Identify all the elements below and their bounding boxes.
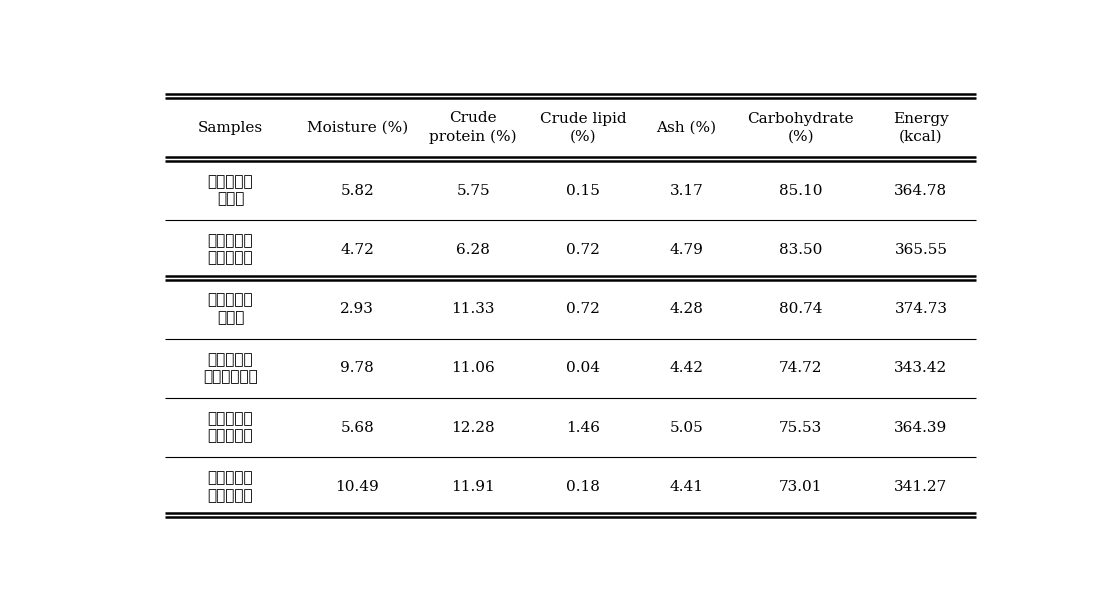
- Text: 374.73: 374.73: [895, 302, 947, 316]
- Text: 80.74: 80.74: [779, 302, 823, 316]
- Text: 364.39: 364.39: [895, 421, 947, 434]
- Text: 4.79: 4.79: [670, 243, 703, 257]
- Text: Moisture (%): Moisture (%): [306, 121, 407, 135]
- Text: 0.72: 0.72: [567, 243, 600, 257]
- Text: 341.27: 341.27: [895, 480, 947, 494]
- Text: 75.53: 75.53: [779, 421, 823, 434]
- Text: 0.04: 0.04: [567, 362, 600, 375]
- Text: 74.72: 74.72: [779, 362, 823, 375]
- Text: 3.17: 3.17: [670, 184, 703, 198]
- Text: 혼합농산물
자연발효구: 혼합농산물 자연발효구: [208, 471, 254, 502]
- Text: Samples: Samples: [198, 121, 263, 135]
- Text: 0.72: 0.72: [567, 302, 600, 316]
- Text: 12.28: 12.28: [452, 421, 495, 434]
- Text: Crude
protein (%): Crude protein (%): [430, 111, 518, 144]
- Text: 365.55: 365.55: [895, 243, 947, 257]
- Text: 0.15: 0.15: [567, 184, 600, 198]
- Text: 감귤착즙박
대조구: 감귤착즙박 대조구: [208, 175, 254, 206]
- Text: 혼합농산물
버섯발효구: 혼합농산물 버섯발효구: [208, 412, 254, 443]
- Text: 11.06: 11.06: [452, 362, 495, 375]
- Text: 5.68: 5.68: [341, 421, 374, 434]
- Text: 73.01: 73.01: [779, 480, 823, 494]
- Text: 5.75: 5.75: [456, 184, 490, 198]
- Text: 364.78: 364.78: [895, 184, 947, 198]
- Text: Carbohydrate
(%): Carbohydrate (%): [747, 111, 854, 144]
- Text: 83.50: 83.50: [779, 243, 823, 257]
- Text: 0.18: 0.18: [567, 480, 600, 494]
- Text: 4.28: 4.28: [670, 302, 703, 316]
- Text: 혼합농산물
대조구: 혼합농산물 대조구: [208, 294, 254, 325]
- Text: 343.42: 343.42: [895, 362, 947, 375]
- Text: 85.10: 85.10: [779, 184, 823, 198]
- Text: 5.05: 5.05: [670, 421, 703, 434]
- Text: 감귤착즙박
버섯발효구: 감귤착즙박 버섯발효구: [208, 234, 254, 266]
- Text: 4.72: 4.72: [341, 243, 374, 257]
- Text: 4.42: 4.42: [670, 362, 703, 375]
- Text: 11.91: 11.91: [452, 480, 495, 494]
- Text: 10.49: 10.49: [335, 480, 380, 494]
- Text: 혼합농산물
유산균발효구: 혼합농산물 유산균발효구: [203, 353, 258, 384]
- Text: 9.78: 9.78: [341, 362, 374, 375]
- Text: Crude lipid
(%): Crude lipid (%): [540, 111, 627, 144]
- Text: 1.46: 1.46: [567, 421, 600, 434]
- Text: Energy
(kcal): Energy (kcal): [893, 111, 948, 144]
- Text: 11.33: 11.33: [452, 302, 495, 316]
- Text: 6.28: 6.28: [456, 243, 490, 257]
- Text: 4.41: 4.41: [670, 480, 703, 494]
- Text: Ash (%): Ash (%): [657, 121, 717, 135]
- Text: 5.82: 5.82: [341, 184, 374, 198]
- Text: 2.93: 2.93: [341, 302, 374, 316]
